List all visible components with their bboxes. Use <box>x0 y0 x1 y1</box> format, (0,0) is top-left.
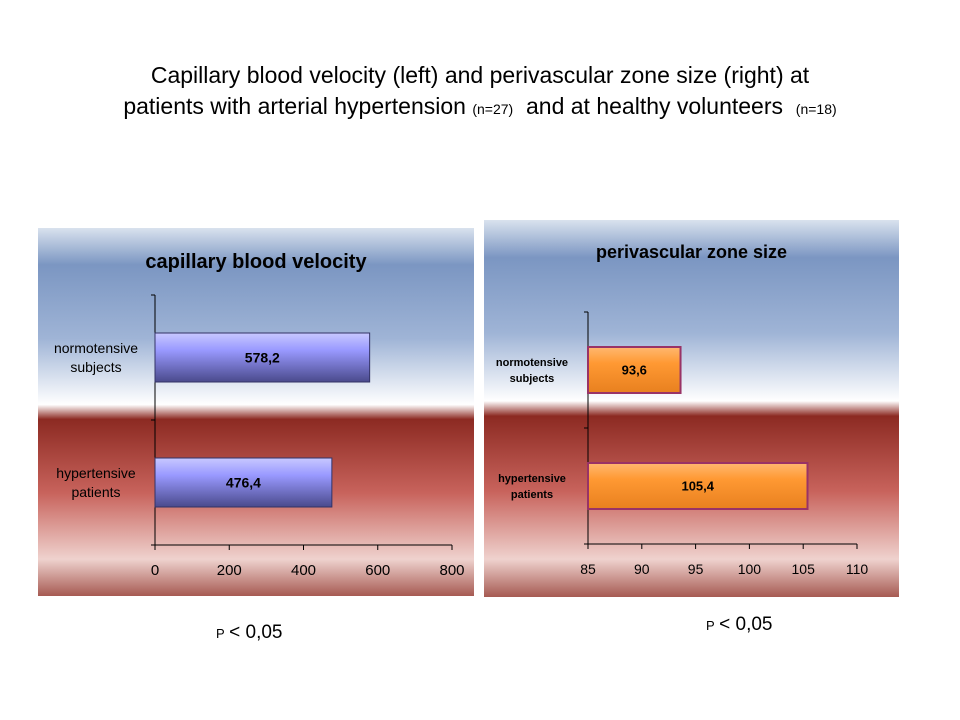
title-n-hypertension: (n=27) <box>472 101 514 117</box>
chart-1-bar-1 <box>587 462 809 510</box>
p-value-left: P < 0,05 <box>216 622 282 644</box>
chart-0-bar-0 <box>154 332 371 383</box>
title-part-volunteers: and at healthy volunteers <box>526 93 784 119</box>
chart-1-x-tick-label: 85 <box>580 561 596 577</box>
chart-1-x-tick-label: 90 <box>634 561 650 577</box>
chart-1-x-tick-label: 110 <box>846 561 869 577</box>
p-value-left-rest: < 0,05 <box>229 622 283 643</box>
chart-0-background <box>38 228 474 596</box>
chart-0-value-label-1: 476,4 <box>226 474 261 490</box>
chart-1-category-label-1: hypertensive patients <box>498 473 566 501</box>
title-part-hypertension: patients with arterial hypertension <box>123 93 466 119</box>
chart-1-background <box>484 220 899 597</box>
title-n-volunteers: (n=18) <box>795 101 837 117</box>
chart-0-category-label-1: hypertensive patients <box>56 465 136 500</box>
slide-title-line1: Capillary blood velocity (left) and peri… <box>150 62 810 88</box>
p-value-right-rest: < 0,05 <box>719 614 773 635</box>
p-value-right: P < 0,05 <box>706 614 772 636</box>
chart-1-x-tick-label: 105 <box>792 561 816 577</box>
chart-perivascular-zone: perivascular zone size 85 90 95 100 105 110 93,… <box>484 220 899 597</box>
chart-1-x-tick-label: 95 <box>688 561 704 577</box>
chart-0-title: capillary blood velocity <box>145 251 367 273</box>
chart-1-bar-0 <box>587 346 682 394</box>
chart-capillary-velocity: capillary blood velocity 0 200 400 600 800 578… <box>38 228 474 596</box>
chart-0-x-tick-label: 200 <box>217 562 242 579</box>
chart-0-bar-1 <box>154 457 333 508</box>
chart-0-svg: capillary blood velocity 0 200 400 600 800 578… <box>38 228 474 596</box>
chart-0-category-label-0: normotensive subjects <box>54 340 138 375</box>
chart-1-category-label-0: normotensive subjects <box>496 357 568 385</box>
chart-0-x-tick-label: 600 <box>365 562 390 579</box>
slide-title: Capillary blood velocity (left) and peri… <box>0 60 960 125</box>
chart-1-value-label-1: 105,4 <box>681 479 714 494</box>
p-value-left-p: P <box>216 626 225 641</box>
chart-1-value-label-0: 93,6 <box>622 363 647 378</box>
chart-0-x-tick-label: 400 <box>291 562 316 579</box>
chart-0-x-tick-label: 800 <box>439 562 464 579</box>
chart-0-x-tick-label: 0 <box>151 562 159 579</box>
chart-0-value-label-0: 578,2 <box>245 349 280 365</box>
chart-1-svg: perivascular zone size 85 90 95 100 105 110 93,… <box>484 220 899 597</box>
chart-1-title: perivascular zone size <box>596 242 787 262</box>
p-value-right-p: P <box>706 618 715 633</box>
slide-title-line2: patients with arterial hypertension (n=2… <box>0 91 960 125</box>
chart-1-x-tick-label: 100 <box>738 561 762 577</box>
